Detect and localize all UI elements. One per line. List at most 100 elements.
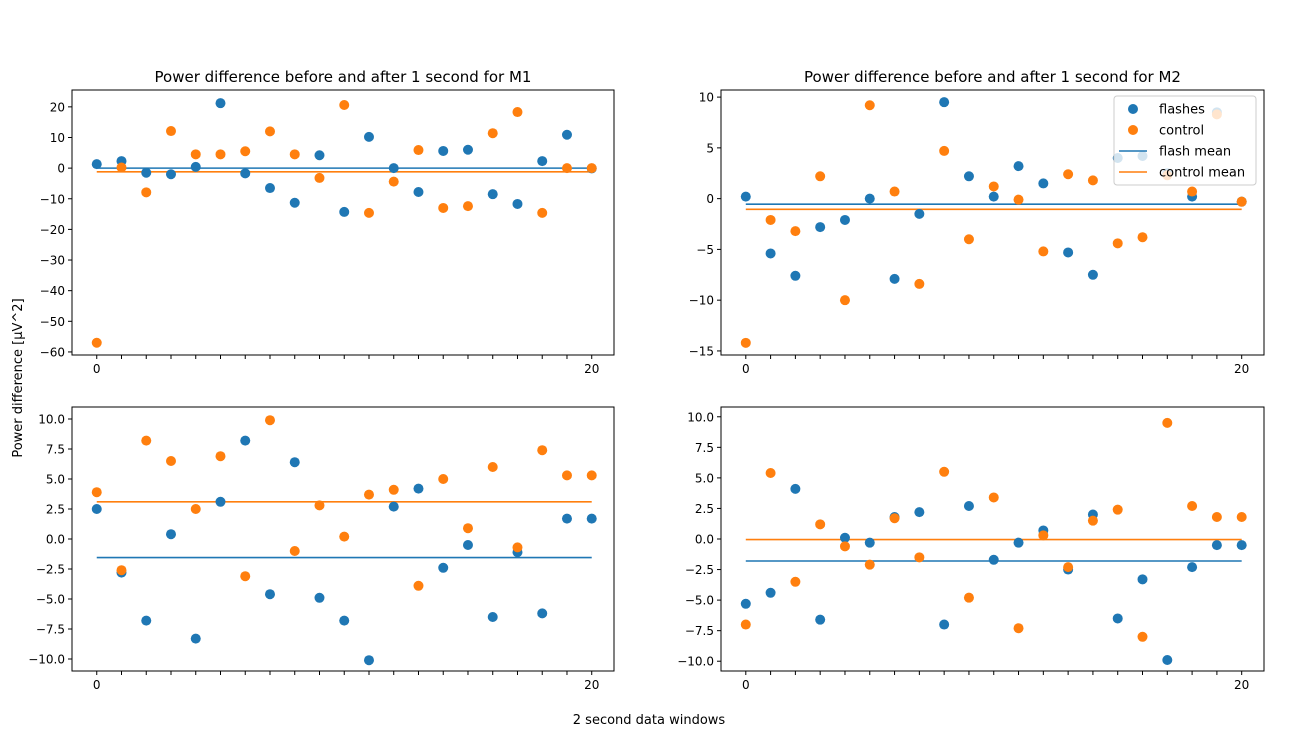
control-point — [914, 552, 925, 563]
y-tick-label: 7.5 — [46, 443, 65, 457]
axes-frame — [720, 406, 1265, 672]
y-tick-label: −10.0 — [28, 653, 65, 667]
flashes-point — [264, 589, 275, 600]
flashes-point — [939, 619, 950, 630]
flashes-point — [839, 532, 850, 543]
y-tick-label: −60 — [40, 345, 65, 359]
x-tick-label: 0 — [742, 678, 750, 692]
y-tick-label: −20 — [40, 223, 65, 237]
flashes-point — [339, 206, 350, 217]
flashes-point — [264, 183, 275, 194]
control-point — [1063, 562, 1074, 573]
control-point — [1013, 194, 1024, 205]
x-tick-label: 20 — [584, 678, 599, 692]
flashes-point — [363, 131, 374, 142]
control-point — [1187, 501, 1198, 511]
y-tick-label: 2.5 — [46, 503, 65, 517]
y-tick-label: 7.5 — [695, 441, 714, 455]
x-tick-label: 20 — [1234, 678, 1249, 692]
flashes-point — [988, 554, 999, 565]
panel-1: Power difference before and after 1 seco… — [40, 68, 615, 376]
flashes-point — [889, 273, 900, 284]
panel-title: Power difference before and after 1 seco… — [155, 68, 532, 86]
flashes-point — [1112, 613, 1123, 624]
control-point — [91, 337, 102, 348]
flashes-series — [740, 483, 1247, 665]
control-point — [462, 523, 473, 534]
control-point — [487, 462, 498, 472]
flashes-point — [790, 270, 801, 281]
control-point — [839, 295, 850, 306]
flashes-point — [537, 156, 548, 167]
panel-4: 10.0 7.5 5.0 2.5 0.0 −2.5 −5.0 −7.5 −10.0 0 20 — [677, 406, 1265, 692]
flashes-point — [988, 191, 999, 202]
control-point — [116, 565, 127, 576]
control-point — [889, 186, 900, 197]
x-tick-label: 20 — [1234, 362, 1249, 376]
y-tick-label: 5 — [706, 141, 714, 155]
control-point — [1236, 196, 1247, 207]
control-series — [740, 417, 1247, 642]
flashes-point — [141, 615, 152, 626]
control-point — [1087, 515, 1098, 526]
control-point — [215, 451, 226, 462]
flashes-point — [1236, 540, 1247, 551]
axes-frame — [71, 89, 615, 356]
flashes-point — [537, 608, 548, 619]
flashes-point — [91, 159, 102, 170]
flashes-point — [438, 145, 449, 156]
control-point — [1038, 530, 1049, 541]
legend-label: control — [1159, 124, 1204, 139]
control-point — [561, 470, 572, 481]
control-point — [939, 466, 950, 477]
legend-box — [1113, 95, 1257, 186]
flashes-point — [1063, 247, 1074, 258]
flashes-point — [289, 457, 300, 468]
control-point — [240, 571, 251, 582]
control-series — [91, 100, 597, 348]
control-point — [165, 456, 176, 466]
control-point — [586, 470, 597, 481]
control-point — [91, 487, 102, 498]
flashes-point — [388, 163, 399, 174]
flashes-point — [740, 191, 751, 202]
y-tick-label: 2.5 — [695, 502, 714, 516]
flashes-point — [1187, 562, 1198, 573]
flashes-point — [487, 189, 498, 200]
control-point — [116, 162, 127, 173]
y-tick-label: −5.0 — [685, 594, 714, 608]
flashes-point — [388, 501, 399, 512]
control-point — [240, 146, 251, 157]
flashes-point — [765, 587, 776, 598]
y-tick-label: 5.0 — [46, 473, 65, 487]
control-point — [462, 201, 473, 212]
legend-marker-flashes — [1128, 104, 1138, 114]
flashes-point — [740, 598, 751, 609]
flashes-point — [215, 98, 226, 109]
control-point — [388, 176, 399, 187]
control-point — [289, 546, 300, 556]
legend-label: flashes — [1159, 103, 1205, 118]
panel-title: Power difference before and after 1 seco… — [804, 68, 1181, 86]
y-tick-label: 0.0 — [695, 533, 714, 547]
y-tick-label: −15 — [689, 344, 714, 358]
flashes-point — [1038, 178, 1049, 189]
y-tick-label: −7.5 — [36, 623, 65, 637]
control-point — [586, 163, 597, 174]
flashes-point — [413, 483, 424, 494]
control-point — [765, 468, 776, 478]
flashes-point — [914, 208, 925, 219]
flashes-point — [165, 169, 176, 180]
flashes-point — [765, 248, 776, 259]
y-tick-label: −30 — [40, 254, 65, 268]
control-point — [215, 149, 226, 160]
control-point — [363, 207, 374, 218]
y-tick-label: 10 — [50, 131, 65, 145]
panel-3: 10.0 7.5 5.0 2.5 0.0 −2.5 −5.0 −7.5 −10.0 0 20 — [28, 406, 615, 692]
y-tick-label: −10 — [40, 192, 65, 206]
control-point — [790, 226, 801, 237]
control-point — [438, 474, 449, 484]
control-point — [512, 542, 523, 553]
control-point — [889, 513, 900, 524]
control-point — [790, 576, 801, 587]
